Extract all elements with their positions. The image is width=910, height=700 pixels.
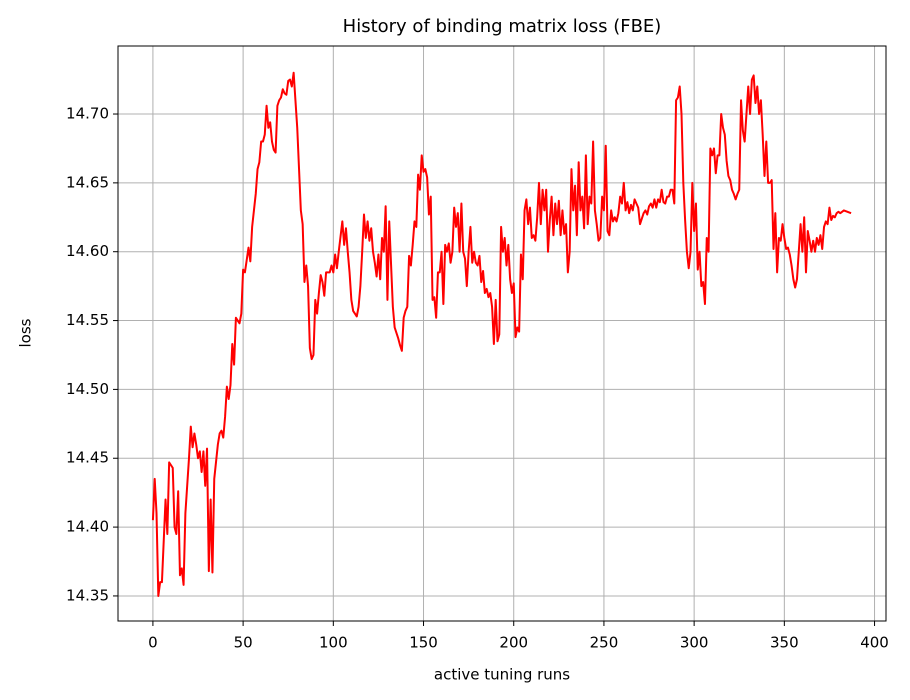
y-tick-label: 14.35 [66, 586, 109, 604]
y-tick-label: 14.50 [66, 380, 109, 398]
x-tick-label: 300 [680, 634, 709, 652]
x-tick-label: 0 [148, 634, 158, 652]
plot-frame [117, 45, 887, 622]
y-tick-label: 14.65 [66, 173, 109, 191]
chart-title: History of binding matrix loss (FBE) [343, 16, 662, 37]
x-tick-label: 100 [319, 634, 348, 652]
y-tick-label: 14.60 [66, 242, 109, 260]
y-axis-label: loss [17, 318, 35, 347]
x-tick-label: 400 [860, 634, 889, 652]
y-tick-label: 14.55 [66, 311, 109, 329]
y-tick-label: 14.45 [66, 449, 109, 467]
y-tick-label: 14.40 [66, 518, 109, 536]
x-tick-label: 150 [409, 634, 438, 652]
x-tick-label: 50 [234, 634, 253, 652]
x-axis-label: active tuning runs [434, 666, 570, 684]
x-tick-label: 200 [499, 634, 528, 652]
x-tick-label: 250 [590, 634, 619, 652]
y-tick-label: 14.70 [66, 105, 109, 123]
x-tick-label: 350 [770, 634, 799, 652]
data-line [151, 71, 852, 597]
